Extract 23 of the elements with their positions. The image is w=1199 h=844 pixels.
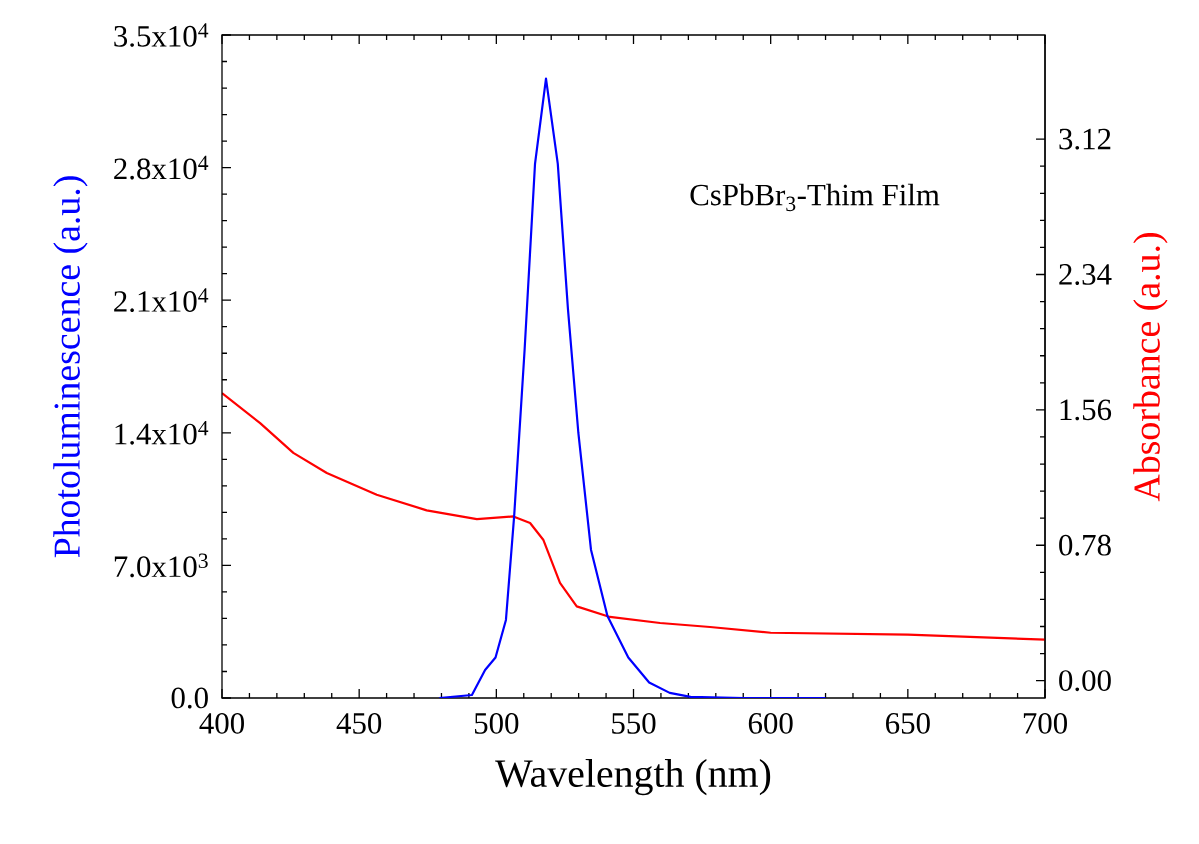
- y2-tick-label: 2.34: [1059, 264, 1112, 285]
- y-tick-label: 2.8x10$^{4}$: [114, 155, 209, 180]
- annotation: CsPbBr$_{3}$-Thim Film: [690, 183, 940, 212]
- y2-tick-label: 1.56: [1060, 399, 1112, 421]
- x-tick-label: 450: [336, 712, 382, 734]
- x-axis-title: Wavelength (nm): [495, 759, 771, 796]
- y2-tick-label: 0.78: [1059, 534, 1111, 556]
- y-tick-label: 7.0x10$^{3}$: [114, 553, 208, 578]
- y-tick-label: 2.1x10$^{4}$: [114, 288, 209, 313]
- x-tick-label: 500: [474, 712, 519, 734]
- line-series: [222, 392, 1046, 641]
- y-axis-title: Photoluminescence (a.u.): [53, 176, 88, 558]
- x-tick-label: 700: [1023, 712, 1067, 734]
- y2-tick-label: 3.12: [1059, 128, 1111, 150]
- y-tick-label: 3.5x10$^{4}$: [114, 23, 209, 47]
- y2-axis-title: Absorbance (a.u.): [1133, 233, 1168, 502]
- x-tick-label: 400: [199, 712, 244, 734]
- y-tick-label: 1.4x10$^{4}$: [115, 420, 209, 445]
- y-tick-label: 0.0: [171, 687, 208, 709]
- x-tick-label: 650: [886, 712, 930, 734]
- x-tick-label: 550: [612, 712, 656, 734]
- y2-tick-label: 0.00: [1059, 670, 1111, 692]
- x-tick-label: 600: [748, 712, 793, 734]
